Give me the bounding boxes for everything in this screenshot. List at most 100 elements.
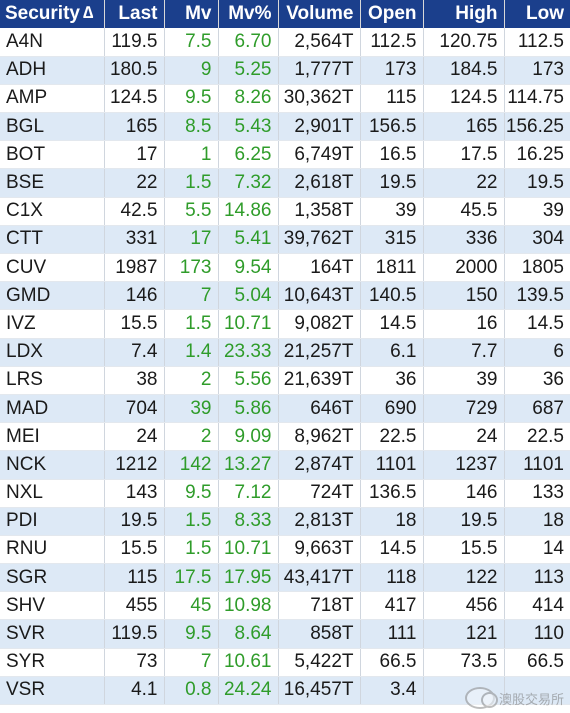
cell-low: 36 — [504, 366, 570, 395]
cell-last: 146 — [104, 281, 165, 311]
cell-low — [504, 676, 570, 706]
cell-mv-percent: 10.71 — [218, 309, 279, 339]
cell-high: 122 — [423, 563, 505, 593]
cell-last: 143 — [104, 479, 165, 508]
table-row[interactable]: SGR 115 17.5 17.95 43,417T 118 122 113 — [0, 563, 570, 593]
table-row[interactable]: IVZ 15.5 1.5 10.71 9,082T 14.5 16 14.5 — [0, 309, 570, 339]
cell-volume: 718T — [278, 591, 361, 621]
cell-open: 156.5 — [360, 112, 424, 142]
cell-low: 1101 — [504, 450, 570, 480]
table-row[interactable]: NCK 1212 142 13.27 2,874T 1101 1237 1101 — [0, 450, 570, 480]
table-row[interactable]: ADH 180.5 9 5.25 1,777T 173 184.5 173 — [0, 56, 570, 85]
cell-high: 45.5 — [423, 197, 505, 226]
cell-mv-percent: 13.27 — [218, 450, 279, 480]
cell-low: 687 — [504, 394, 570, 424]
cell-high: 1237 — [423, 450, 505, 480]
cell-volume: 2,813T — [278, 507, 361, 536]
cell-mv: 1.5 — [164, 309, 219, 339]
table-row[interactable]: RNU 15.5 1.5 10.71 9,663T 14.5 15.5 14 — [0, 535, 570, 565]
cell-mv-percent: 6.25 — [218, 140, 279, 170]
cell-security: LRS — [0, 366, 105, 395]
cell-last: 4.1 — [104, 676, 165, 706]
table-row[interactable]: VSR 4.1 0.8 24.24 16,457T 3.4 — [0, 676, 570, 706]
table-row[interactable]: CTT 331 17 5.41 39,762T 315 336 304 — [0, 225, 570, 255]
cell-high: 73.5 — [423, 648, 505, 677]
cell-mv: 9.5 — [164, 619, 219, 649]
column-header-high[interactable]: High — [423, 0, 505, 28]
cell-security: NCK — [0, 450, 105, 480]
table-row[interactable]: SHV 455 45 10.98 718T 417 456 414 — [0, 591, 570, 621]
table-row[interactable]: BOT 17 1 6.25 6,749T 16.5 17.5 16.25 — [0, 140, 570, 170]
column-header-mv-percent[interactable]: Mv% — [218, 0, 279, 28]
table-row[interactable]: A4N 119.5 7.5 6.70 2,564T 112.5 120.75 112.5 — [0, 28, 570, 57]
cell-mv-percent: 7.32 — [218, 168, 279, 198]
cell-open: 115 — [360, 84, 424, 114]
cell-high: 120.75 — [423, 28, 505, 57]
cell-low: 16.25 — [504, 140, 570, 170]
cell-low: 66.5 — [504, 648, 570, 677]
cell-high: 17.5 — [423, 140, 505, 170]
cell-security: ADH — [0, 56, 105, 85]
cell-high: 22 — [423, 168, 505, 198]
cell-open: 6.1 — [360, 338, 424, 367]
cell-open: 36 — [360, 366, 424, 395]
cell-high: 456 — [423, 591, 505, 621]
table-row[interactable]: C1X 42.5 5.5 14.86 1,358T 39 45.5 39 — [0, 197, 570, 226]
cell-security: A4N — [0, 28, 105, 57]
table-row[interactable]: MAD 704 39 5.86 646T 690 729 687 — [0, 394, 570, 424]
cell-last: 704 — [104, 394, 165, 424]
cell-low: 114.75 — [504, 84, 570, 114]
column-header-volume[interactable]: Volume — [278, 0, 361, 28]
table-row[interactable]: MEI 24 2 9.09 8,962T 22.5 24 22.5 — [0, 422, 570, 452]
cell-high: 336 — [423, 225, 505, 255]
table-row[interactable]: LRS 38 2 5.56 21,639T 36 39 36 — [0, 366, 570, 395]
table-row[interactable]: BSE 22 1.5 7.32 2,618T 19.5 22 19.5 — [0, 168, 570, 198]
column-header-open[interactable]: Open — [360, 0, 424, 28]
cell-security: SYR — [0, 648, 105, 677]
cell-last: 22 — [104, 168, 165, 198]
cell-open: 690 — [360, 394, 424, 424]
cell-mv: 39 — [164, 394, 219, 424]
cell-mv: 17 — [164, 225, 219, 255]
cell-high: 146 — [423, 479, 505, 508]
cell-volume: 164T — [278, 253, 361, 283]
header-row: Security ∆ Last Mv Mv% Volume Open High L… — [0, 0, 570, 28]
cell-open: 111 — [360, 619, 424, 649]
cell-low: 173 — [504, 56, 570, 85]
cell-mv-percent: 10.98 — [218, 591, 279, 621]
cell-last: 119.5 — [104, 28, 165, 57]
table-row[interactable]: GMD 146 7 5.04 10,643T 140.5 150 139.5 — [0, 281, 570, 311]
table-row[interactable]: BGL 165 8.5 5.43 2,901T 156.5 165 156.25 — [0, 112, 570, 142]
cell-last: 15.5 — [104, 309, 165, 339]
cell-mv: 7 — [164, 281, 219, 311]
cell-low: 39 — [504, 197, 570, 226]
column-header-last[interactable]: Last — [104, 0, 165, 28]
cell-open: 140.5 — [360, 281, 424, 311]
column-header-low[interactable]: Low — [526, 3, 564, 24]
table-row[interactable]: PDI 19.5 1.5 8.33 2,813T 18 19.5 18 — [0, 507, 570, 536]
cell-last: 331 — [104, 225, 165, 255]
cell-high: 729 — [423, 394, 505, 424]
cell-last: 24 — [104, 422, 165, 452]
table-row[interactable]: SVR 119.5 9.5 8.64 858T 111 121 110 — [0, 619, 570, 649]
cell-volume: 6,749T — [278, 140, 361, 170]
table-row[interactable]: CUV 1987 173 9.54 164T 1811 2000 1805 — [0, 253, 570, 283]
cell-security: NXL — [0, 479, 105, 508]
cell-last: 180.5 — [104, 56, 165, 85]
cell-low: 113 — [504, 563, 570, 593]
table-row[interactable]: AMP 124.5 9.5 8.26 30,362T 115 124.5 114.75 — [0, 84, 570, 114]
cell-last: 455 — [104, 591, 165, 621]
cell-volume: 2,618T — [278, 168, 361, 198]
table-row[interactable]: NXL 143 9.5 7.12 724T 136.5 146 133 — [0, 479, 570, 508]
column-header-mv[interactable]: Mv — [164, 0, 219, 28]
cell-mv-percent: 5.41 — [218, 225, 279, 255]
cell-security: CUV — [0, 253, 105, 283]
table-row[interactable]: SYR 73 7 10.61 5,422T 66.5 73.5 66.5 — [0, 648, 570, 677]
cell-security: MEI — [0, 422, 105, 452]
table-row[interactable]: LDX 7.4 1.4 23.33 21,257T 6.1 7.7 6 — [0, 338, 570, 367]
cell-mv-percent: 8.26 — [218, 84, 279, 114]
column-header-security[interactable]: Security ∆ — [0, 0, 105, 28]
cell-low: 156.25 — [504, 112, 570, 142]
cell-last: 119.5 — [104, 619, 165, 649]
